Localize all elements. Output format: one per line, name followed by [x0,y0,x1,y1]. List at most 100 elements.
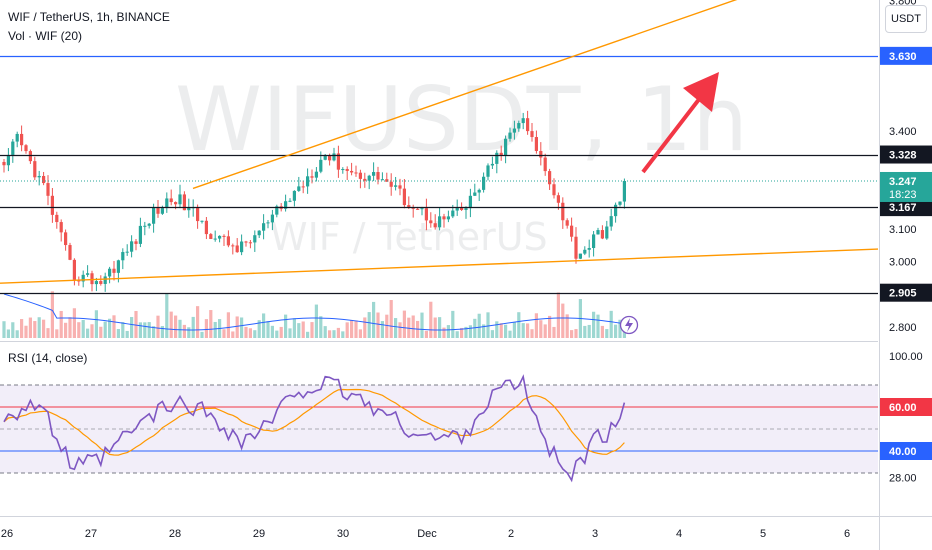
volume-bar [50,291,54,338]
candle-body [235,245,239,253]
candle-body [187,207,191,211]
candle-body [517,123,521,129]
candle-body [504,138,508,156]
volume-bar [125,330,129,338]
candle-body [169,198,173,203]
candle-body [174,202,178,205]
time-tick-label-2: 2 [508,528,514,540]
level-label-2.905-bg [880,283,932,302]
volume-bar [424,330,428,338]
volume-bar [486,312,490,338]
lightning-icon [625,318,633,332]
volume-bar [319,316,323,338]
candle-body [556,195,560,203]
volume-bar [86,328,90,338]
chart-title: WIF / TetherUS, 1h, BINANCE [8,10,170,24]
candle-body [68,245,72,260]
candle-body [394,185,398,187]
volume-bar [552,326,556,338]
candle-body [33,161,37,178]
volume-bar [108,318,112,338]
volume-bar [473,318,477,338]
trendline-lower [0,248,879,284]
price-tick-label: 3.100 [889,224,917,236]
volume-bar [11,322,15,338]
volume-bar [253,330,257,338]
volume-bar [68,317,72,338]
watermark-symbol: WIFUSDT, 1h [175,68,748,171]
candle-body [165,198,169,209]
candle-body [196,207,200,222]
candle-body [244,241,248,243]
volume-bar [156,315,160,338]
candle-body [99,281,103,284]
volume-bar [468,325,472,338]
candle-body [473,192,477,196]
candle-body [209,234,213,240]
candles-group [2,110,626,292]
candle-body [94,281,98,285]
candle-body [108,268,112,277]
candle-body [24,145,28,152]
volume-bar [618,319,622,338]
volume-bar [94,310,98,338]
price-tick-label: 2.800 [889,322,917,334]
volume-bar [622,329,626,338]
rsi-ma-line [3,388,625,456]
volume-bar [72,308,76,338]
candle-body [112,268,116,273]
volume-bar [209,310,213,338]
candle-body [253,235,257,243]
candle-body [433,223,437,228]
price-tick-label: 3.800 [889,0,917,7]
candle-body [570,225,574,237]
candle-body [301,186,305,188]
volume-bar [182,324,186,338]
candle-body [548,171,552,185]
volume-bar [240,317,244,338]
candle-body [358,172,362,179]
volume-bar [235,316,239,338]
volume-bar [191,316,195,338]
rsi-level-label-40: 40.00 [889,446,917,458]
volume-bar [323,326,327,338]
candle-body [614,204,618,217]
volume-bar [561,303,565,338]
volume-bar [587,324,591,338]
candle-body [521,118,525,124]
volume-bar [178,319,182,338]
candle-body [288,200,292,202]
candle-body [451,210,455,217]
candle-body [152,207,156,224]
candle-body [583,249,587,254]
volume-bar [204,319,208,338]
candle-body [15,133,19,142]
time-tick-label-28: 28 [169,528,181,540]
volume-bar [222,329,226,338]
candle-body [345,169,349,171]
volume-bar [530,329,534,338]
candle-body [530,131,534,138]
candle-body [125,251,129,253]
candle-body [332,153,336,161]
volume-bar [420,312,424,338]
candle-body [266,222,270,224]
arrow-annotation [641,72,719,174]
candle-body [526,118,530,132]
candle-body [376,172,380,180]
candle-body [350,170,354,173]
candle-body [200,220,204,222]
volume-bar [482,324,486,338]
volume-bar [341,331,345,338]
candle-body [565,220,569,226]
candle-body [262,223,266,231]
volume-bar [244,326,248,338]
candle-body [240,241,244,253]
candle-body [20,133,24,146]
candle-body [486,165,490,177]
time-tick-label-Dec: Dec [417,528,437,540]
candle-body [257,230,261,236]
volume-bar [499,323,503,338]
currency-button[interactable]: USDT [885,5,927,33]
